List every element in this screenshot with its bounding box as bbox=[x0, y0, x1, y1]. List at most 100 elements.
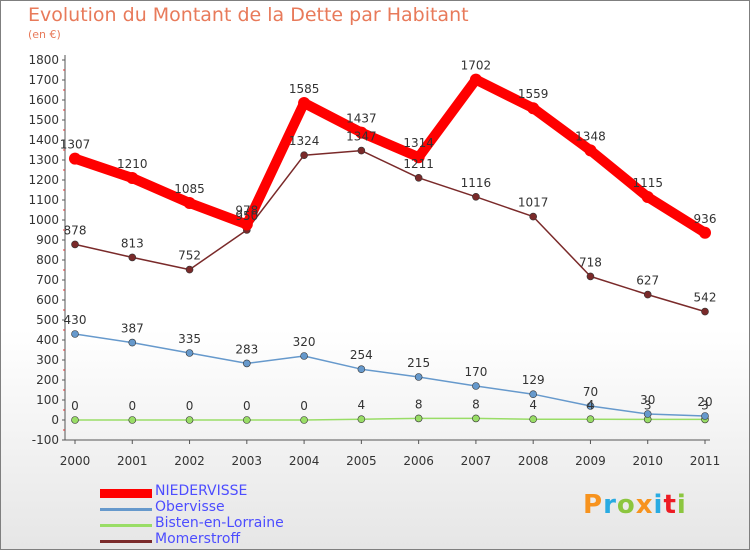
logo-letter: P bbox=[583, 490, 604, 520]
y-tick-label: 800 bbox=[36, 253, 59, 267]
data-label: 4 bbox=[587, 398, 595, 412]
x-tick-label: 2003 bbox=[232, 454, 263, 468]
data-point bbox=[69, 152, 81, 165]
data-label: 1585 bbox=[289, 82, 320, 96]
data-label: 0 bbox=[128, 399, 136, 413]
y-tick-label: 1500 bbox=[28, 113, 59, 127]
logo-letter: t bbox=[663, 490, 677, 520]
y-tick-label: 1800 bbox=[28, 53, 59, 67]
data-label: 254 bbox=[350, 348, 373, 362]
data-point bbox=[699, 226, 711, 239]
data-label: 0 bbox=[71, 399, 79, 413]
series-line bbox=[74, 149, 706, 313]
data-label: 430 bbox=[64, 313, 87, 327]
x-tick-label: 2008 bbox=[518, 454, 549, 468]
logo-letter: i bbox=[676, 490, 687, 520]
legend-label: Obervisse bbox=[155, 499, 225, 515]
data-point bbox=[357, 415, 366, 424]
data-label: 752 bbox=[178, 249, 201, 263]
legend-swatch bbox=[100, 507, 152, 511]
data-label: 1017 bbox=[518, 196, 549, 210]
data-point bbox=[243, 359, 251, 368]
data-point bbox=[126, 172, 139, 184]
y-tick-label: 500 bbox=[36, 313, 59, 327]
data-label: 878 bbox=[64, 223, 87, 237]
data-point bbox=[472, 193, 480, 201]
data-label: 0 bbox=[300, 399, 308, 413]
data-point bbox=[586, 415, 595, 424]
data-label: 718 bbox=[579, 255, 602, 269]
data-label: 978 bbox=[235, 203, 258, 217]
data-label: 20 bbox=[697, 395, 712, 409]
data-point bbox=[128, 253, 137, 262]
logo-letter: r bbox=[603, 490, 617, 520]
y-tick-label: 1600 bbox=[28, 93, 59, 107]
data-point bbox=[414, 373, 423, 381]
data-label: 1702 bbox=[461, 59, 492, 73]
data-point bbox=[128, 338, 137, 347]
data-point bbox=[527, 102, 540, 115]
series-line bbox=[70, 74, 710, 238]
data-label: 1210 bbox=[117, 157, 148, 171]
data-point bbox=[701, 412, 709, 420]
y-tick-label: 300 bbox=[36, 353, 59, 367]
data-point bbox=[529, 415, 537, 424]
logo-letter: o bbox=[616, 490, 636, 520]
data-point bbox=[584, 144, 597, 157]
data-label: 3 bbox=[701, 398, 709, 412]
data-label: 387 bbox=[121, 322, 144, 336]
data-point bbox=[643, 290, 652, 299]
data-point bbox=[469, 73, 482, 86]
data-label: 1314 bbox=[403, 136, 434, 150]
proxiti-logo: Proxiti bbox=[583, 490, 687, 520]
y-tick-label: 0 bbox=[51, 413, 59, 427]
data-label: 3 bbox=[644, 398, 652, 412]
data-point bbox=[71, 330, 79, 338]
x-tick-label: 2001 bbox=[117, 454, 148, 468]
data-point bbox=[641, 191, 654, 203]
data-label: 950 bbox=[235, 209, 258, 223]
data-label: 1115 bbox=[632, 176, 663, 190]
x-tick-label: 2005 bbox=[346, 454, 377, 468]
y-tick-label: 1400 bbox=[28, 133, 59, 147]
chart-unit: (en €) bbox=[28, 28, 61, 41]
y-tick-label: 700 bbox=[36, 273, 59, 287]
data-label: 4 bbox=[529, 398, 537, 412]
data-point bbox=[529, 390, 537, 399]
data-point bbox=[240, 218, 253, 231]
data-point bbox=[71, 416, 79, 424]
series-line bbox=[74, 333, 706, 417]
data-point bbox=[298, 97, 311, 109]
logo-letter: x bbox=[635, 490, 654, 520]
data-point bbox=[185, 349, 194, 357]
x-tick-label: 2007 bbox=[461, 454, 492, 468]
x-tick-label: 2004 bbox=[289, 454, 320, 468]
y-tick-label: -100 bbox=[32, 433, 59, 447]
data-point bbox=[357, 365, 366, 374]
logo-letter: i bbox=[653, 490, 664, 520]
data-point bbox=[243, 416, 251, 424]
data-point bbox=[357, 146, 366, 155]
y-tick-label: 900 bbox=[36, 233, 59, 247]
data-point bbox=[300, 416, 308, 424]
data-point bbox=[414, 174, 423, 182]
y-tick-label: 400 bbox=[36, 333, 59, 347]
data-point bbox=[300, 151, 308, 159]
data-point bbox=[529, 212, 537, 221]
y-tick-label: 1000 bbox=[28, 213, 59, 227]
data-point bbox=[701, 307, 709, 316]
legend-label: Momerstroff bbox=[155, 531, 241, 547]
x-tick-label: 2000 bbox=[60, 454, 91, 468]
y-tick-label: 1200 bbox=[28, 173, 59, 187]
legend-swatch bbox=[100, 488, 152, 498]
data-point bbox=[414, 414, 423, 423]
data-label: 936 bbox=[694, 212, 717, 226]
data-point bbox=[643, 410, 652, 418]
data-label: 1324 bbox=[289, 134, 320, 148]
data-label: 4 bbox=[358, 398, 366, 412]
data-label: 320 bbox=[293, 335, 316, 349]
data-label: 215 bbox=[407, 356, 430, 370]
data-point bbox=[586, 402, 595, 410]
data-label: 129 bbox=[522, 373, 545, 387]
